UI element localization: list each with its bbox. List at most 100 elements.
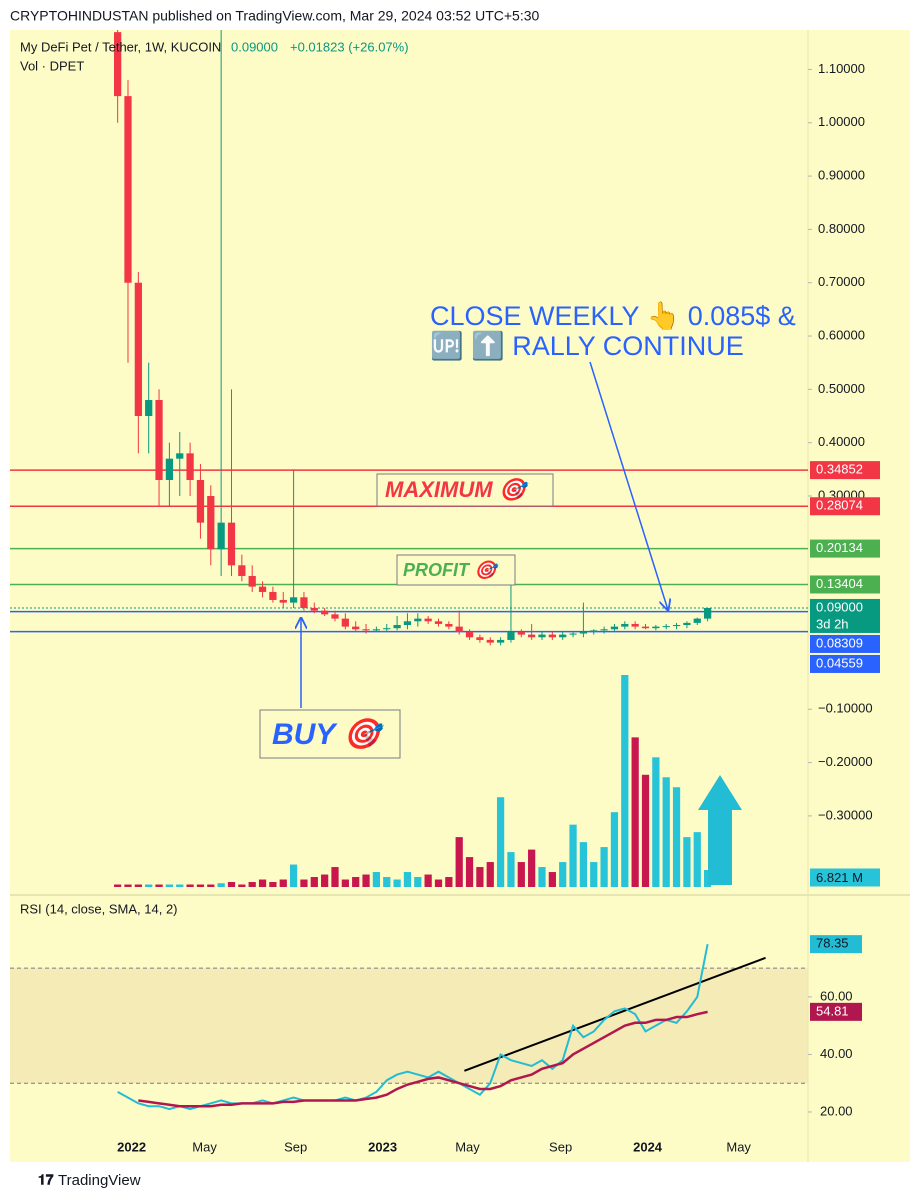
volume-bar: [331, 867, 339, 887]
x-tick-label: 2022: [117, 1139, 146, 1154]
volume-bar: [548, 872, 556, 887]
annotation: MAXIMUM 🎯: [385, 477, 531, 502]
big-arrow: [698, 775, 742, 885]
volume-bar: [631, 737, 639, 887]
volume-bar: [486, 862, 494, 887]
volume-bar: [517, 862, 525, 887]
volume-bar: [393, 879, 401, 887]
candle-body: [424, 618, 432, 622]
rsi-label-bg: [810, 935, 862, 954]
volume-bar: [248, 882, 256, 887]
volume-bar: [662, 777, 670, 887]
level-label: 0.08309: [816, 635, 863, 650]
candle-body: [507, 631, 515, 640]
volume-bar: [672, 787, 681, 887]
annotation: PROFIT 🎯: [403, 560, 500, 580]
x-tick-label: May: [726, 1139, 751, 1154]
candle-body: [434, 621, 443, 624]
candle-body: [703, 607, 712, 619]
footer-logo: 𝟏𝟕: [38, 1172, 54, 1188]
candle-body: [465, 631, 474, 638]
y-tick-label: 0.80000: [818, 221, 865, 236]
y-tick-label: 40.00: [820, 1046, 853, 1061]
header: CRYPTOHINDUSTAN published on TradingView…: [10, 8, 539, 24]
candle-body: [383, 628, 391, 630]
candle-body: [662, 626, 670, 628]
rsi-band: [10, 968, 808, 1084]
candle-body: [114, 32, 122, 97]
level-label: 0.34852: [816, 462, 863, 477]
level-label-bg: [810, 654, 880, 673]
candle-body: [331, 614, 339, 619]
volume-bar: [207, 884, 215, 887]
volume-bar: [652, 757, 660, 887]
level-label: 0.20134: [816, 540, 863, 555]
annotation: BUY 🎯: [272, 717, 387, 751]
y-tick-label: 1.00000: [818, 114, 865, 129]
y-tick-label: 1.10000: [818, 61, 865, 76]
volume-bar: [238, 884, 246, 887]
x-tick-label: 2023: [368, 1139, 397, 1154]
candle-body: [258, 586, 267, 592]
candle-body: [414, 618, 422, 622]
candle-body: [621, 623, 629, 627]
rsi-title: RSI (14, close, SMA, 14, 2): [20, 901, 178, 916]
candle-body: [600, 629, 608, 631]
volume-bar: [414, 877, 422, 887]
candle-body: [145, 400, 153, 417]
y-tick-label: −0.20000: [818, 754, 873, 769]
volume-bar: [134, 884, 142, 887]
volume-bar: [683, 837, 691, 887]
volume-bar: [217, 883, 225, 887]
candle-body: [476, 637, 484, 640]
candle-body: [289, 597, 298, 603]
volume-bar: [403, 872, 412, 887]
volume-bar: [600, 847, 608, 887]
candle-body: [641, 626, 650, 629]
volume-bar: [155, 884, 163, 887]
volume-bar: [528, 849, 536, 887]
candle-body: [176, 453, 184, 459]
candle-body: [486, 639, 494, 643]
candle-body: [445, 623, 453, 627]
candle-body: [362, 629, 370, 631]
x-tick-label: May: [192, 1139, 217, 1154]
volume-bar: [165, 884, 174, 887]
volume-label-bg: [810, 868, 880, 887]
candle-body: [610, 626, 619, 630]
volume-bar: [496, 797, 505, 887]
x-tick-label: May: [455, 1139, 480, 1154]
candle-body: [528, 634, 536, 638]
volume-bar: [383, 877, 391, 887]
candle-body: [683, 622, 691, 626]
candle-body: [134, 282, 142, 417]
candle-body: [217, 522, 225, 550]
volume-bar: [186, 884, 194, 887]
level-label: 0.04559: [816, 655, 863, 670]
volume-bar: [424, 874, 432, 887]
level-label: 0.09000: [816, 599, 863, 614]
level-label-bg: [810, 539, 880, 558]
arrow: [589, 361, 668, 610]
rsi-line: [138, 1010, 708, 1108]
candle-body: [538, 634, 546, 638]
candle-body: [248, 575, 256, 587]
candle-body: [238, 565, 246, 576]
annotation: CLOSE WEEKLY 👆 0.085$ &: [430, 300, 796, 331]
level-label-bg: [810, 634, 880, 653]
candle-body: [693, 618, 701, 623]
candle-body: [300, 597, 308, 608]
candles: [114, 30, 712, 646]
volume-bar: [455, 837, 463, 887]
volume-bar: [289, 864, 298, 887]
level-label-bg: [810, 598, 880, 633]
volume-bar: [559, 862, 567, 887]
candle-body: [569, 633, 577, 635]
volume-bar: [279, 879, 287, 887]
volume-bar: [610, 812, 619, 887]
level-label-bg: [810, 497, 880, 516]
annotation-box: [396, 554, 516, 586]
volume-bar: [507, 852, 515, 887]
volume-bar: [258, 879, 267, 887]
